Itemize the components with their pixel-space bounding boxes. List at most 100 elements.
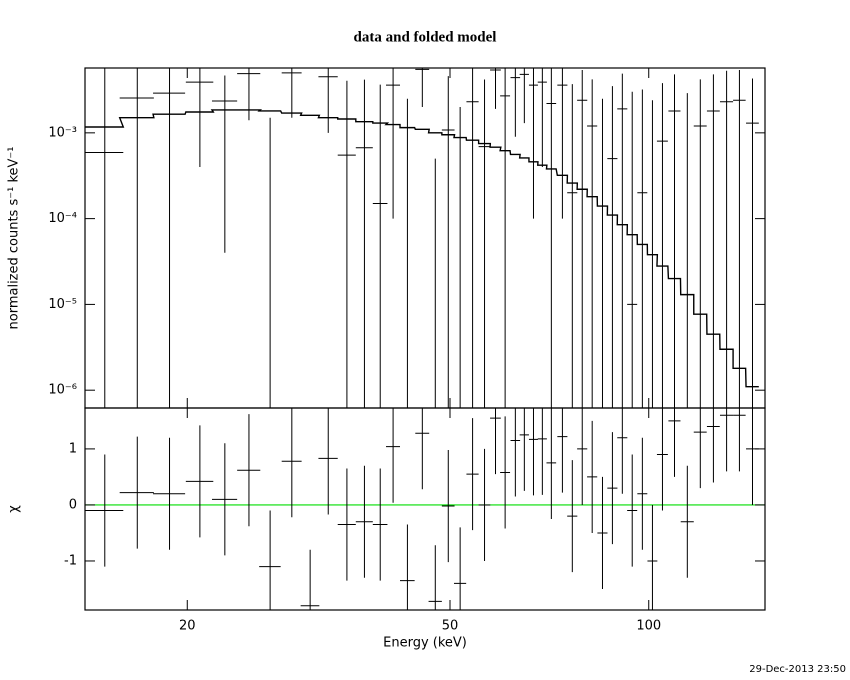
- panel-frame: [84, 407, 766, 611]
- data-point: [355, 79, 373, 408]
- data-point: [490, 68, 501, 109]
- data-point: [627, 454, 638, 567]
- x-tick-label: 20: [179, 619, 196, 634]
- data-point: [706, 74, 720, 408]
- data-point: [733, 408, 746, 472]
- data-point: [601, 98, 603, 408]
- data-point: [607, 86, 618, 408]
- data-point: [607, 432, 618, 545]
- data-point: [647, 504, 658, 610]
- data-point: [269, 117, 271, 408]
- data-point: [706, 408, 720, 483]
- y-tick-label: 10⁻³: [48, 125, 77, 140]
- data-point: [587, 79, 598, 408]
- data-point: [372, 468, 388, 581]
- data-point: [386, 68, 401, 219]
- data-point: [466, 418, 479, 531]
- chart-title: data and folded model: [354, 29, 497, 45]
- panel-frame: [84, 67, 766, 409]
- data-point: [119, 436, 154, 549]
- y-axis-label: χ: [7, 505, 22, 513]
- x-axis-label: Energy (keV): [383, 636, 467, 651]
- data-point: [537, 68, 547, 167]
- data-point: [577, 408, 588, 505]
- data-point: [567, 84, 578, 408]
- data-point: [490, 408, 501, 475]
- data-point: [519, 408, 529, 491]
- data-point: [478, 448, 491, 561]
- data-point: [453, 527, 467, 610]
- data-point: [537, 408, 547, 495]
- data-point: [185, 68, 214, 167]
- y-tick-label: 10⁻⁵: [48, 297, 77, 312]
- data-point: [587, 420, 598, 533]
- data-point: [577, 70, 588, 408]
- data-point: [119, 68, 154, 408]
- data-point: [510, 408, 521, 497]
- data-point: [466, 68, 479, 408]
- data-point: [500, 68, 511, 408]
- x-tick-label: 100: [636, 619, 661, 634]
- data-point: [528, 68, 538, 219]
- data-point: [510, 68, 521, 137]
- data-point: [259, 510, 281, 610]
- x-tick-label: 50: [442, 619, 459, 634]
- data-point: [668, 408, 681, 477]
- data-point: [651, 100, 653, 408]
- data-point: [85, 68, 124, 408]
- data-point: [237, 414, 261, 527]
- data-point: [693, 408, 707, 489]
- data-point: [459, 107, 461, 408]
- data-point: [211, 75, 238, 253]
- data-point: [406, 98, 408, 408]
- y-tick-label: 10⁻⁴: [48, 211, 77, 226]
- data-point: [441, 450, 455, 563]
- data-point: [185, 425, 214, 538]
- data-point: [693, 79, 707, 408]
- data-point: [719, 70, 734, 408]
- data-point: [281, 408, 302, 518]
- data-point: [337, 468, 356, 581]
- data-point: [415, 68, 430, 108]
- data-point: [441, 76, 455, 408]
- model-line: [85, 109, 759, 388]
- data-point: [627, 91, 638, 408]
- data-point: [637, 437, 648, 550]
- data-point: [617, 408, 628, 494]
- data-point: [557, 408, 568, 493]
- plot-area: [85, 68, 759, 408]
- data-point: [668, 74, 681, 408]
- data-point: [528, 408, 538, 496]
- data-point: [85, 454, 124, 567]
- data-point: [686, 93, 688, 408]
- data-point: [386, 408, 401, 503]
- timestamp: 29-Dec-2013 23:50: [749, 664, 846, 675]
- y-tick-label: 0: [69, 497, 77, 512]
- data-point: [656, 83, 668, 408]
- data-point: [153, 437, 186, 550]
- data-point: [318, 68, 338, 133]
- data-point: [434, 158, 436, 408]
- data-point: [746, 78, 759, 408]
- data-point: [281, 68, 302, 118]
- data-point: [617, 73, 628, 408]
- data-point: [500, 416, 511, 529]
- y-tick-label: -1: [64, 553, 77, 568]
- data-point: [597, 476, 608, 589]
- data-point: [546, 408, 557, 519]
- data-point: [719, 408, 734, 472]
- data-point: [428, 545, 442, 610]
- data-point: [656, 408, 668, 511]
- data-point: [637, 89, 648, 408]
- plot-area: [85, 408, 765, 610]
- data-point: [400, 524, 415, 610]
- data-point: [300, 549, 320, 610]
- data-point: [680, 465, 694, 578]
- data-point: [372, 84, 388, 408]
- data-point: [546, 68, 557, 408]
- data-point: [355, 465, 373, 578]
- data-point: [237, 68, 261, 121]
- data-point: [567, 460, 578, 573]
- data-point: [519, 68, 529, 124]
